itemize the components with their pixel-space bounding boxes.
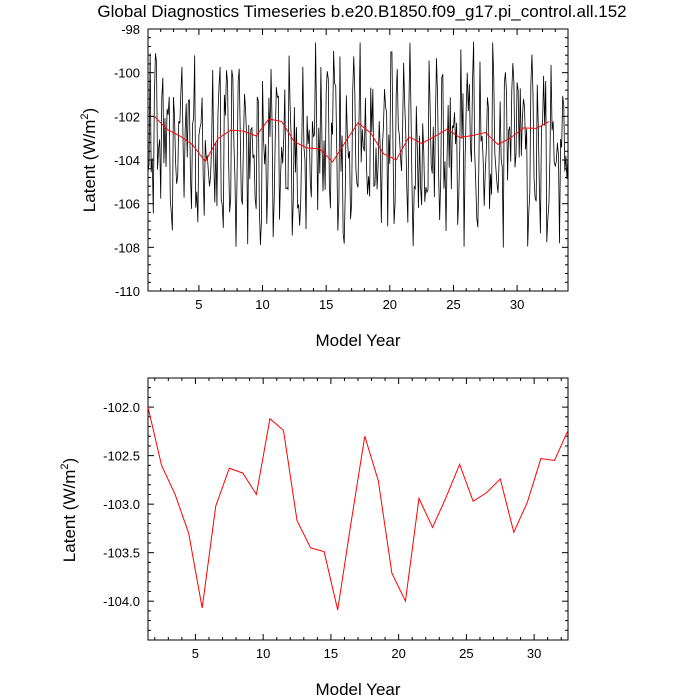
bottom-x-tick-label: 5 bbox=[192, 646, 199, 661]
top-y-axis-title: Latent (W/m2) bbox=[79, 108, 99, 212]
bottom-series bbox=[147, 406, 569, 611]
bottom-x-axis-title: Model Year bbox=[315, 680, 400, 699]
bottom-y-tick-label: -103.0 bbox=[103, 497, 140, 512]
top-x-axis-title: Model Year bbox=[315, 331, 400, 350]
bottom-y-tick-label: -102.5 bbox=[103, 449, 140, 464]
top-x-tick-label: 25 bbox=[446, 297, 460, 312]
top-y-axis-title-main: Latent (W/m bbox=[80, 120, 99, 213]
top-axis-ticks: 5 10 15 20 25 30 -98 -100 -102 -104 -106 -108 -110 bbox=[114, 22, 569, 312]
bottom-plot-frame bbox=[147, 377, 569, 641]
top-series-monthly bbox=[147, 41, 569, 248]
bottom-y-tick-label: -103.5 bbox=[103, 546, 140, 561]
bottom-y-axis-title-close: ) bbox=[60, 458, 79, 464]
chart-title: Global Diagnostics Timeseries b.e20.B185… bbox=[97, 2, 626, 21]
bottom-x-tick-label: 20 bbox=[391, 646, 405, 661]
bottom-axis-ticks: 5 10 15 20 25 30 -102.0 -102.5 -103.0 -103.5 -104.… bbox=[103, 377, 568, 661]
top-x-tick-label: 30 bbox=[510, 297, 524, 312]
top-x-tick-label: 20 bbox=[383, 297, 397, 312]
bottom-x-tick-label: 15 bbox=[324, 646, 338, 661]
bottom-x-tick-label: 30 bbox=[527, 646, 541, 661]
top-y-tick-label: -106 bbox=[114, 197, 140, 212]
bottom-y-axis-title-sup: 2 bbox=[59, 463, 71, 469]
bottom-x-tick-label: 10 bbox=[256, 646, 270, 661]
top-panel: 5 10 15 20 25 30 -98 -100 -102 -104 -106 -108 -110 M… bbox=[79, 22, 569, 350]
top-x-tick-label: 10 bbox=[255, 297, 269, 312]
top-y-tick-label: -104 bbox=[114, 153, 140, 168]
bottom-y-axis-title-main: Latent (W/m bbox=[60, 470, 79, 563]
bottom-y-axis-title: Latent (W/m2) bbox=[59, 458, 79, 562]
bottom-panel: 5 10 15 20 25 30 -102.0 -102.5 -103.0 -103.5 -104.… bbox=[59, 377, 569, 699]
bottom-y-tick-label: -104.0 bbox=[103, 594, 140, 609]
bottom-series-annual-mean bbox=[147, 406, 569, 611]
top-x-tick-label: 15 bbox=[319, 297, 333, 312]
top-y-axis-title-close: ) bbox=[80, 108, 99, 114]
top-series bbox=[147, 41, 569, 248]
top-y-tick-label: -108 bbox=[114, 240, 140, 255]
top-y-tick-label: -102 bbox=[114, 109, 140, 124]
top-series-annual-mean bbox=[154, 115, 550, 163]
bottom-y-tick-label: -102.0 bbox=[103, 400, 140, 415]
top-y-tick-label: -100 bbox=[114, 66, 140, 81]
bottom-x-tick-label: 25 bbox=[459, 646, 473, 661]
top-x-tick-label: 5 bbox=[195, 297, 202, 312]
top-y-tick-label: -98 bbox=[121, 22, 140, 37]
top-y-tick-label: -110 bbox=[115, 284, 140, 299]
top-y-axis-title-sup: 2 bbox=[79, 113, 91, 119]
